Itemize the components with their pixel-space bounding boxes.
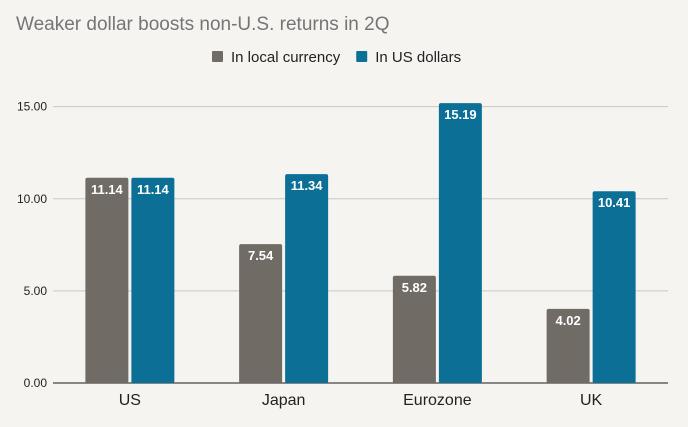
y-tick-label: 15.00 — [17, 100, 47, 114]
legend-swatch — [212, 51, 223, 62]
bar — [131, 177, 175, 383]
data-label: 7.54 — [248, 248, 274, 263]
y-tick-label: 5.00 — [24, 284, 48, 298]
data-label: 5.82 — [402, 280, 427, 295]
legend-swatch — [356, 51, 368, 62]
bar — [85, 177, 129, 383]
y-tick-label: 10.00 — [17, 192, 47, 206]
bar — [546, 308, 590, 383]
legend-label: In local currency — [231, 49, 341, 66]
legend-label: In US dollars — [375, 49, 461, 66]
bar — [285, 174, 329, 383]
data-label: 15.19 — [444, 107, 477, 122]
bar — [239, 244, 283, 383]
data-label: 11.14 — [137, 182, 170, 197]
bar — [438, 103, 482, 384]
data-label: 11.14 — [91, 182, 124, 197]
data-label: 11.34 — [291, 178, 324, 193]
y-tick-label: 0.00 — [24, 376, 48, 390]
bar — [392, 275, 436, 383]
x-tick-label: UK — [580, 392, 603, 409]
x-tick-label: Japan — [262, 392, 306, 409]
x-tick-label: Eurozone — [403, 392, 472, 409]
data-label: 4.02 — [555, 313, 580, 328]
bar — [592, 191, 636, 383]
x-tick-label: US — [119, 392, 141, 409]
data-label: 10.41 — [598, 195, 631, 210]
chart-title: Weaker dollar boosts non-U.S. returns in… — [16, 14, 390, 35]
